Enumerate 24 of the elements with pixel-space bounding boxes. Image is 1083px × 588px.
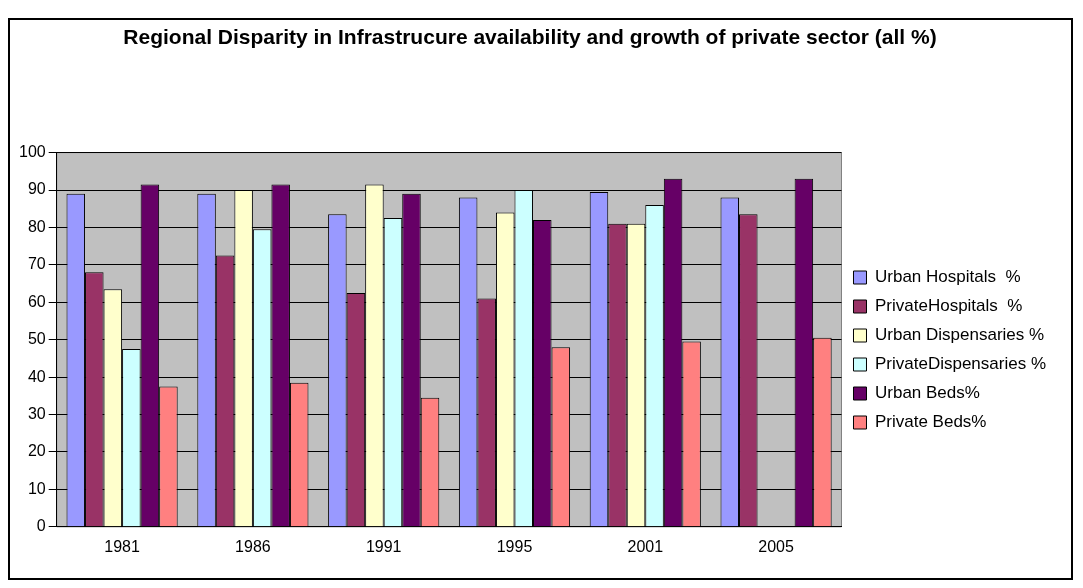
- y-tick-label: 80: [27, 217, 46, 235]
- x-tick-label: 2005: [758, 537, 794, 555]
- legend-label: Urban Hospitals %: [874, 267, 1021, 287]
- legend-label: Urban Dispensaries %: [874, 325, 1045, 345]
- legend-label: PrivateDispensaries %: [874, 354, 1046, 374]
- legend-label: PrivateHospitals %: [874, 296, 1023, 316]
- y-tick-label: 90: [27, 180, 46, 198]
- x-tick-label: 1986: [235, 537, 271, 555]
- y-tick-label: 40: [27, 367, 46, 385]
- y-tick-label: 10: [27, 479, 46, 497]
- y-tick-label: 70: [27, 255, 46, 273]
- y-tick-label: 100: [18, 143, 46, 161]
- legend-label: Private Beds%: [874, 412, 987, 432]
- x-tick-label: 1981: [104, 537, 140, 555]
- y-tick-label: 0: [36, 517, 46, 535]
- x-tick-label: 2001: [627, 537, 664, 555]
- y-tick-label: 20: [27, 442, 46, 460]
- y-tick-label: 60: [27, 292, 46, 310]
- y-tick-label: 50: [27, 330, 46, 348]
- y-tick-label: 30: [27, 404, 46, 422]
- x-tick-label: 1991: [365, 537, 402, 555]
- x-tick-label: 1995: [496, 537, 533, 555]
- legend-label: Urban Beds%: [874, 383, 980, 403]
- chart-title: Regional Disparity in Infrastrucure availability and growth of private sector (all %): [122, 24, 938, 50]
